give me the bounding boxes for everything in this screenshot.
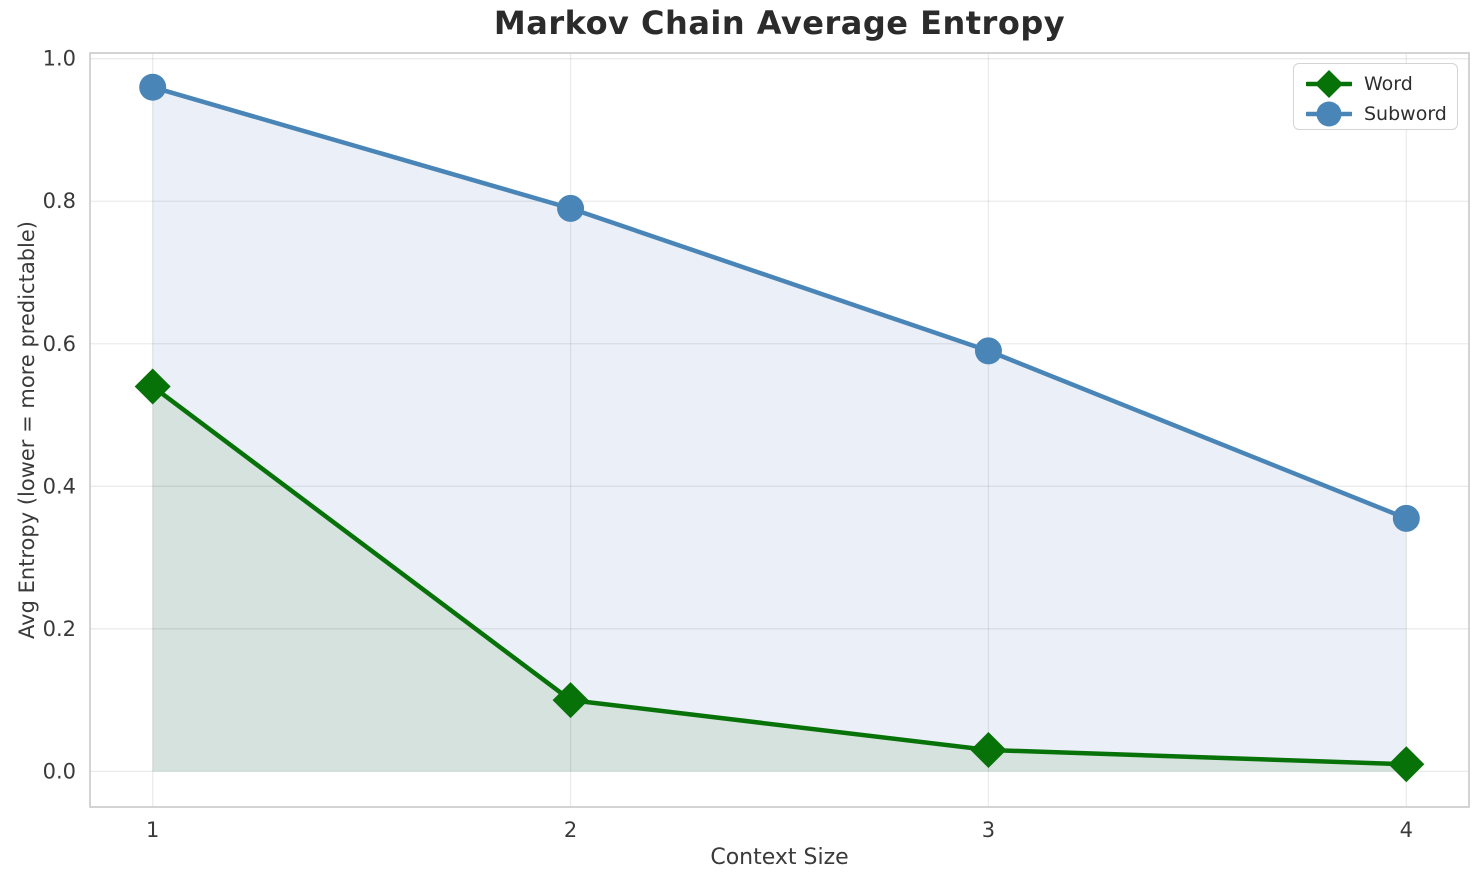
y-tick-label: 0.0	[43, 759, 76, 783]
subword-marker	[1392, 504, 1420, 532]
subword-legend-circle-icon	[1316, 101, 1342, 127]
y-tick-label: 0.4	[43, 474, 76, 498]
x-tick-label: 3	[982, 818, 995, 842]
x-tick-label: 2	[564, 818, 577, 842]
word-line-marker-sample	[1306, 70, 1352, 98]
legend-label-word: Word	[1364, 73, 1413, 95]
word-line	[150, 384, 1409, 767]
y-tick-label: 0.6	[43, 332, 76, 356]
y-tick-label: 1.0	[43, 47, 76, 71]
subword-marker	[557, 194, 585, 222]
legend: Word Subword	[1293, 63, 1458, 130]
subword-marker	[139, 73, 167, 101]
subword-fill-area	[152, 87, 1407, 772]
word-marker	[1388, 746, 1425, 783]
word-marker	[134, 368, 171, 405]
word-fill-area	[152, 386, 1407, 772]
word-marker	[552, 682, 589, 719]
y-axis-label: Avg Entropy (lower = more predictable)	[15, 221, 39, 639]
legend-item-word: Word	[1306, 69, 1445, 99]
chart-title: Markov Chain Average Entropy	[493, 4, 1066, 42]
x-tick-label: 4	[1400, 818, 1413, 842]
subword-marker	[974, 337, 1002, 365]
plot-border	[89, 52, 1470, 808]
word-marker	[970, 731, 1007, 768]
legend-item-subword: Subword	[1306, 99, 1447, 129]
word-legend-diamond-icon	[1315, 70, 1343, 98]
x-tick-label: 1	[146, 818, 159, 842]
legend-label-subword: Subword	[1364, 103, 1447, 125]
subword-line-marker-sample	[1306, 101, 1352, 127]
y-tick-label: 0.2	[43, 617, 76, 641]
y-tick-label: 0.8	[43, 189, 76, 213]
x-axis-label: Context Size	[710, 845, 849, 870]
subword-line	[150, 84, 1409, 521]
